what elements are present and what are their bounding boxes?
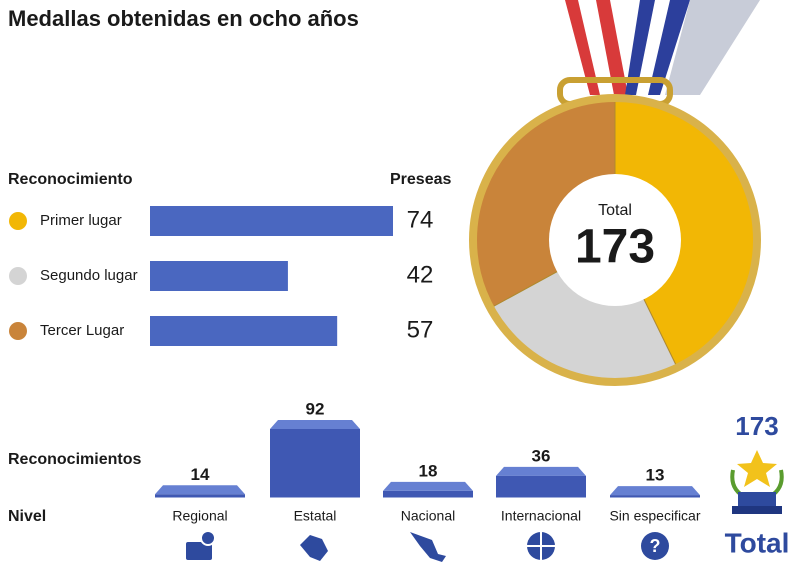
medal-value: 173 (575, 221, 655, 274)
value-label: 42 (407, 261, 434, 288)
category-label: Segundo lugar (40, 267, 138, 284)
medal-center (549, 174, 681, 306)
bar (150, 261, 288, 291)
icons: ? (186, 530, 669, 562)
bar-top (270, 420, 360, 429)
bar (610, 495, 700, 498)
value-label: 13 (646, 466, 665, 485)
total-value: 173 (735, 411, 778, 441)
value-label: 36 (532, 446, 551, 465)
category-label: Tercer Lugar (40, 322, 124, 339)
bar (496, 475, 586, 498)
bar-top (496, 466, 586, 476)
value-label: 57 (407, 316, 434, 343)
category-label: Estatal (294, 508, 337, 524)
legend-marker (9, 322, 27, 340)
value-label: 92 (306, 399, 325, 418)
bar-top (155, 485, 245, 495)
bar (150, 206, 393, 236)
ribbon (557, 0, 760, 107)
bar-top (383, 481, 473, 491)
category-label: Internacional (501, 508, 581, 524)
svg-text:?: ? (650, 536, 661, 556)
bar (155, 494, 245, 498)
legend-marker (9, 212, 27, 230)
row-label: Nivel (8, 508, 46, 525)
trophy-icon (730, 450, 784, 514)
value-label: 74 (407, 206, 434, 233)
category-label: Primer lugar (40, 212, 122, 229)
row-label: Reconocimientos (8, 451, 141, 468)
medal-label: Total (598, 202, 632, 219)
bar-top (610, 486, 700, 496)
category-label: Nacional (401, 508, 455, 524)
bar (383, 490, 473, 498)
value-header: Preseas (390, 171, 451, 188)
legend-marker (9, 267, 27, 285)
value-label: 14 (191, 465, 210, 484)
value-label: 18 (419, 461, 438, 480)
bar (270, 429, 360, 498)
bar (150, 316, 338, 346)
category-label: Sin especificar (609, 508, 700, 524)
category-label: Regional (172, 508, 227, 524)
medal-rim (469, 94, 761, 386)
total-label: Total (725, 527, 790, 558)
category-header: Reconocimiento (8, 171, 133, 188)
title: Medallas obtenidas en ocho años (8, 6, 359, 31)
